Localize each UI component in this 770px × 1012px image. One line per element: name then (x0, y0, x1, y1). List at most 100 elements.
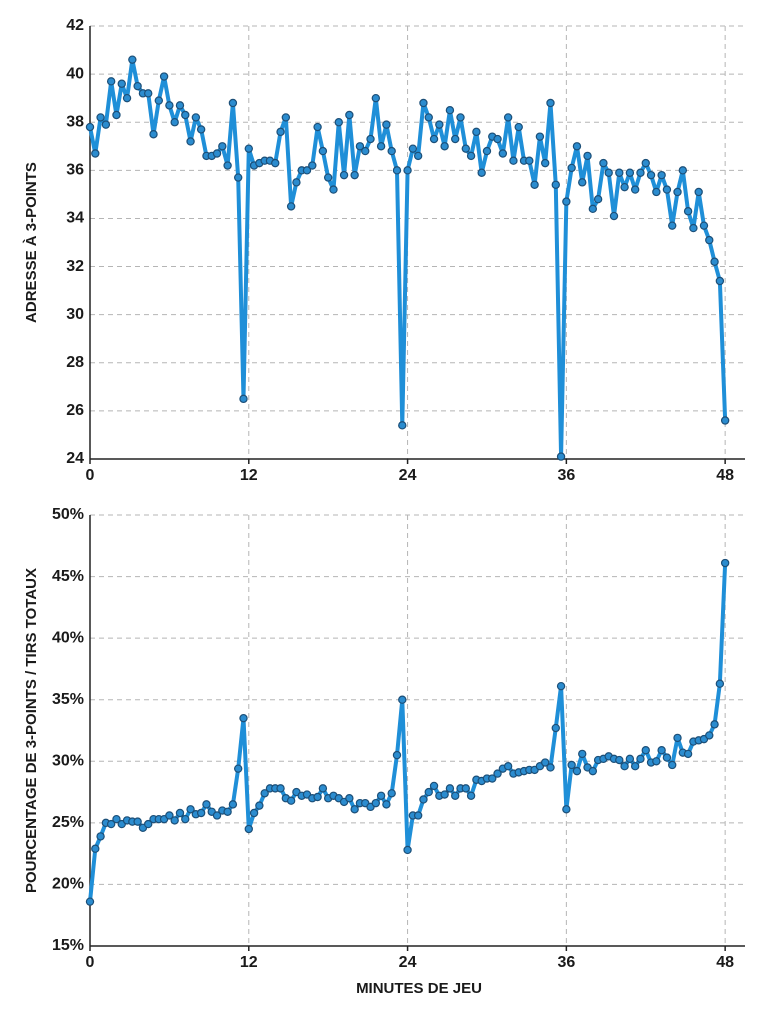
data-point (308, 161, 317, 170)
data-point (683, 749, 693, 759)
data-point (175, 808, 185, 818)
data-point (398, 695, 407, 704)
data-point (318, 146, 328, 156)
data-point (413, 811, 423, 820)
data-point (419, 98, 428, 108)
data-point (615, 755, 624, 765)
data-point (392, 750, 402, 760)
data-point (461, 144, 470, 153)
y-tick-label: 35% (52, 691, 84, 708)
data-point (96, 113, 105, 122)
data-point (461, 784, 470, 793)
data-point (705, 731, 714, 740)
data-point (546, 98, 555, 108)
data-point (535, 132, 545, 141)
data-point (186, 805, 195, 814)
data-point (583, 151, 592, 161)
data-point (85, 897, 95, 906)
data-point (625, 168, 635, 177)
data-point (625, 754, 635, 764)
x-tick-label: 36 (557, 954, 575, 971)
data-point (403, 166, 412, 175)
data-point (165, 811, 174, 820)
data-point (562, 197, 571, 206)
data-point (339, 170, 349, 180)
data-point (202, 800, 211, 809)
data-point (313, 792, 322, 802)
data-point (122, 93, 132, 103)
y-tick-label: 30 (66, 306, 84, 323)
data-point (371, 93, 381, 103)
data-point (244, 824, 253, 834)
data-point (540, 758, 550, 767)
data-point (408, 144, 418, 153)
data-point (477, 168, 486, 177)
data-point (249, 808, 259, 818)
data-point (244, 144, 253, 153)
data-point (609, 211, 619, 221)
y-tick-label: 20% (52, 876, 84, 893)
data-point (451, 791, 460, 800)
data-point (170, 118, 179, 127)
data-point (366, 134, 375, 144)
data-point (382, 120, 391, 129)
data-point (540, 158, 550, 168)
y-tick-label: 24 (66, 450, 84, 467)
data-point (630, 185, 640, 194)
x-tick-label: 48 (716, 467, 734, 484)
data-point (646, 170, 656, 180)
data-point (567, 760, 576, 770)
data-point (498, 149, 508, 158)
data-point (154, 96, 164, 105)
data-point (413, 151, 423, 161)
data-point (239, 713, 248, 723)
data-point (387, 789, 396, 798)
y-tick-label: 50% (52, 506, 84, 523)
data-point (503, 113, 513, 122)
data-point (159, 72, 169, 81)
data-point (181, 110, 190, 120)
data-point (710, 720, 719, 729)
data-point (720, 416, 730, 425)
y-tick-label: 25% (52, 814, 84, 831)
data-point (196, 125, 206, 134)
y-tick-label: 40 (66, 65, 84, 82)
data-point (673, 187, 682, 197)
data-point (588, 766, 598, 776)
data-point (181, 814, 190, 824)
data-point (133, 81, 142, 91)
data-point (170, 816, 179, 825)
data-point (165, 101, 174, 110)
data-point (112, 110, 121, 120)
data-point (101, 120, 111, 129)
series (85, 55, 730, 461)
data-point (345, 110, 354, 120)
data-point (435, 120, 444, 129)
data-point (705, 235, 714, 245)
data-point (424, 787, 433, 797)
data-point (424, 113, 433, 122)
data-point (212, 149, 222, 158)
data-point (588, 204, 598, 214)
data-point (440, 790, 449, 799)
data-point (525, 156, 534, 165)
data-point (720, 558, 730, 568)
x-tick-label: 24 (399, 467, 417, 484)
data-point (234, 764, 243, 773)
data-point (345, 794, 354, 803)
data-point (599, 158, 608, 168)
data-point (302, 166, 312, 175)
y-tick-label: 34 (66, 210, 84, 227)
data-point (117, 79, 126, 88)
data-point (234, 173, 243, 182)
data-point (641, 158, 650, 168)
data-point (456, 113, 465, 122)
y-tick-label: 15% (52, 937, 84, 954)
y-tick-label: 32 (66, 258, 84, 275)
data-point (493, 769, 502, 778)
y-tick-label: 40% (52, 629, 84, 646)
data-point (652, 757, 661, 766)
y-tick-label: 28 (66, 354, 84, 371)
data-point (509, 156, 518, 165)
